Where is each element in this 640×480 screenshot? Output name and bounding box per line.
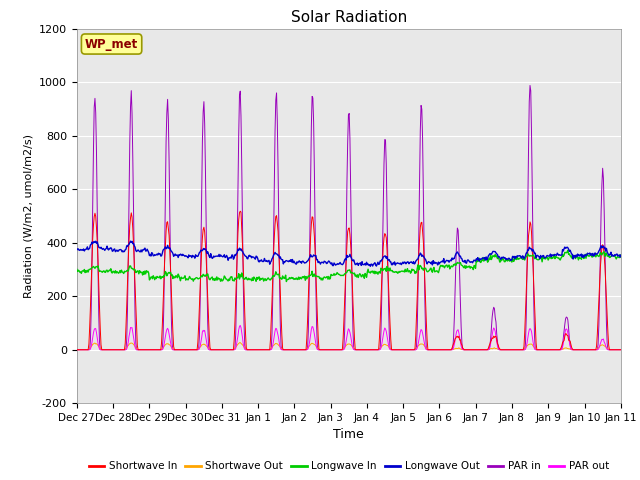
X-axis label: Time: Time: [333, 429, 364, 442]
Legend: Shortwave In, Shortwave Out, Longwave In, Longwave Out, PAR in, PAR out: Shortwave In, Shortwave Out, Longwave In…: [84, 457, 613, 475]
Text: WP_met: WP_met: [85, 37, 138, 50]
Y-axis label: Radiation (W/m2, umol/m2/s): Radiation (W/m2, umol/m2/s): [24, 134, 33, 298]
Title: Solar Radiation: Solar Radiation: [291, 10, 407, 25]
